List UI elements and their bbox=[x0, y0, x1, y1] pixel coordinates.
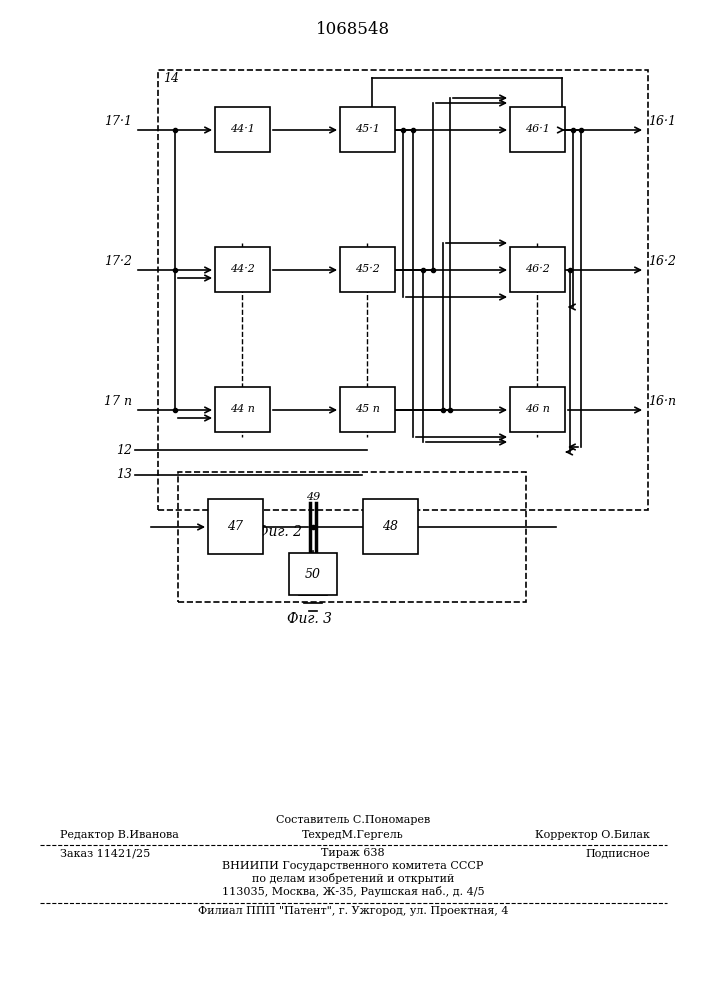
Bar bbox=[340, 387, 395, 432]
Text: 46·2: 46·2 bbox=[525, 264, 550, 274]
Text: Фиг. 3: Фиг. 3 bbox=[288, 612, 332, 626]
Text: 45 n: 45 n bbox=[355, 404, 380, 414]
Text: 44·2: 44·2 bbox=[230, 264, 255, 274]
Text: 17·2: 17·2 bbox=[104, 255, 132, 268]
Bar bbox=[215, 107, 270, 152]
Text: ТехредМ.Гергель: ТехредМ.Гергель bbox=[302, 830, 404, 840]
Text: 12: 12 bbox=[116, 444, 132, 456]
Bar bbox=[208, 499, 263, 554]
Text: Фиг. 2: Фиг. 2 bbox=[257, 525, 303, 539]
Text: 16·n: 16·n bbox=[648, 395, 676, 408]
Text: 1068548: 1068548 bbox=[316, 21, 390, 38]
Text: Составитель С.Пономарев: Составитель С.Пономарев bbox=[276, 815, 430, 825]
Text: 44·1: 44·1 bbox=[230, 124, 255, 134]
Bar bbox=[215, 387, 270, 432]
Bar bbox=[340, 247, 395, 292]
Text: 17·1: 17·1 bbox=[104, 115, 132, 128]
Text: Заказ 11421/25: Заказ 11421/25 bbox=[60, 848, 151, 858]
Text: 13: 13 bbox=[116, 468, 132, 482]
Text: 45·2: 45·2 bbox=[355, 264, 380, 274]
Bar bbox=[158, 70, 648, 510]
Text: Тираж 638: Тираж 638 bbox=[321, 848, 385, 858]
Bar bbox=[363, 499, 418, 554]
Text: 16·2: 16·2 bbox=[648, 255, 676, 268]
Text: 48: 48 bbox=[382, 520, 399, 533]
Text: 45·1: 45·1 bbox=[355, 124, 380, 134]
Text: 14: 14 bbox=[163, 72, 179, 85]
Text: Подписное: Подписное bbox=[585, 848, 650, 858]
Bar bbox=[510, 107, 565, 152]
Bar bbox=[510, 387, 565, 432]
Text: 17 n: 17 n bbox=[104, 395, 132, 408]
Text: 16·1: 16·1 bbox=[648, 115, 676, 128]
Text: по делам изобретений и открытий: по делам изобретений и открытий bbox=[252, 873, 454, 884]
Text: 15: 15 bbox=[372, 515, 388, 528]
Text: 50: 50 bbox=[305, 568, 321, 580]
Bar bbox=[215, 247, 270, 292]
Text: 49: 49 bbox=[306, 492, 320, 502]
Text: Корректор О.Билак: Корректор О.Билак bbox=[535, 830, 650, 840]
Text: 46·1: 46·1 bbox=[525, 124, 550, 134]
Text: 46 n: 46 n bbox=[525, 404, 550, 414]
Text: 44 n: 44 n bbox=[230, 404, 255, 414]
Text: Филиал ППП "Патент", г. Ужгород, ул. Проектная, 4: Филиал ППП "Патент", г. Ужгород, ул. Про… bbox=[198, 906, 508, 916]
Text: 47: 47 bbox=[228, 520, 243, 533]
Bar bbox=[340, 107, 395, 152]
Text: 113035, Москва, Ж-35, Раушская наб., д. 4/5: 113035, Москва, Ж-35, Раушская наб., д. … bbox=[222, 886, 484, 897]
Bar bbox=[289, 553, 337, 595]
Bar bbox=[510, 247, 565, 292]
Text: ВНИИПИ Государственного комитета СССР: ВНИИПИ Государственного комитета СССР bbox=[222, 861, 484, 871]
Bar bbox=[178, 472, 526, 602]
Text: Редактор В.Иванова: Редактор В.Иванова bbox=[60, 830, 179, 840]
